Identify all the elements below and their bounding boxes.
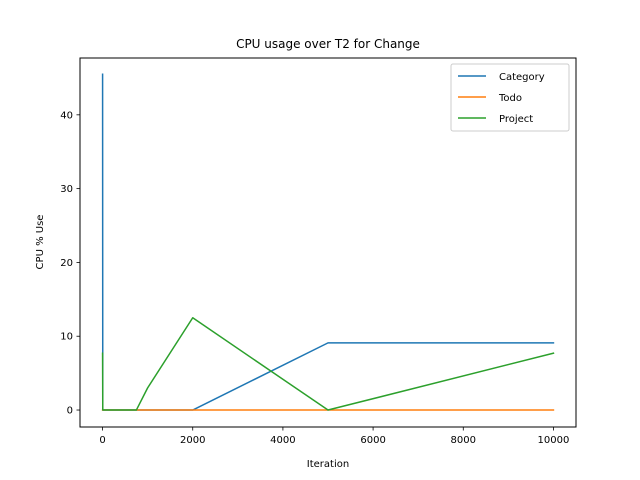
y-tick-label: 40 (60, 110, 73, 121)
legend: Category Todo Project (450, 63, 570, 132)
x-tick-label: 4000 (270, 435, 295, 446)
x-tick-label: 0 (99, 435, 105, 446)
x-axis-label: Iteration (307, 459, 349, 470)
legend-label-project: Project (499, 114, 533, 125)
plot-lines (101, 73, 555, 411)
y-tick-label: 30 (60, 184, 73, 195)
y-axis-ticks: 0 10 20 30 40 (60, 110, 80, 417)
legend-label-todo: Todo (498, 93, 522, 104)
y-tick-label: 0 (67, 406, 73, 417)
legend-box (450, 63, 570, 132)
y-tick-label: 10 (60, 332, 73, 343)
series-line-project (101, 317, 555, 411)
y-tick-label: 20 (60, 258, 73, 269)
y-axis-label: CPU % Use (35, 215, 46, 270)
x-axis-ticks: 0 2000 4000 6000 8000 10000 (99, 427, 569, 446)
x-tick-label: 6000 (360, 435, 385, 446)
x-tick-label: 2000 (180, 435, 205, 446)
x-tick-label: 8000 (451, 435, 476, 446)
chart-title: CPU usage over T2 for Change (236, 37, 420, 51)
legend-label-category: Category (499, 72, 545, 83)
x-tick-label: 10000 (538, 435, 570, 446)
plot-frame (79, 57, 577, 428)
